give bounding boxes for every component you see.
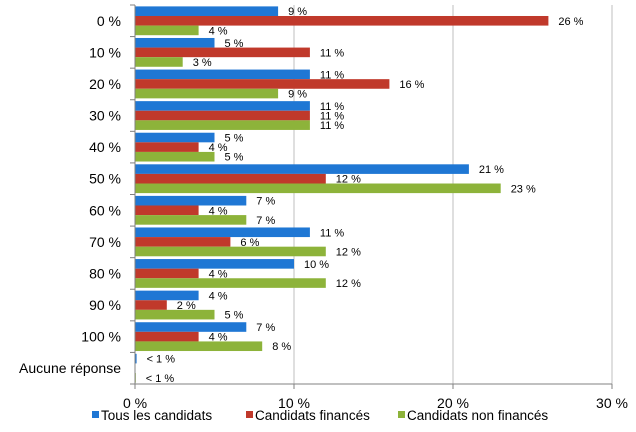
legend-swatch — [246, 411, 253, 418]
data-label: 11 % — [320, 69, 344, 81]
x-tick-label: 20 % — [437, 395, 469, 411]
legend-swatch — [398, 411, 405, 418]
legend-label: Tous les candidats — [101, 408, 212, 423]
legend-label: Candidats non financés — [407, 408, 548, 423]
data-label: 26 % — [558, 16, 583, 28]
x-tick-label: 10 % — [278, 395, 310, 411]
data-label: 5 % — [225, 152, 244, 164]
data-label: 12 % — [336, 174, 361, 186]
bar — [135, 47, 310, 58]
data-label: 21 % — [479, 164, 504, 176]
bar — [135, 151, 215, 162]
bar — [135, 6, 279, 16]
bar — [135, 322, 247, 332]
data-label: 5 % — [225, 133, 244, 145]
x-tick-label: 0 % — [123, 395, 147, 411]
bar — [135, 227, 310, 238]
category-label: 30 % — [89, 108, 121, 124]
legend-swatch — [92, 411, 99, 418]
data-label: 8 % — [272, 341, 291, 353]
bar — [135, 309, 215, 320]
data-label: 11 % — [320, 111, 344, 123]
data-label: 4 % — [209, 205, 228, 217]
bars — [135, 6, 549, 383]
data-label: 3 % — [193, 57, 212, 69]
bar — [135, 173, 326, 184]
data-label: 9 % — [288, 6, 307, 18]
bar — [135, 132, 215, 143]
category-label: 90 % — [89, 297, 121, 313]
data-label: 4 % — [209, 332, 228, 344]
data-label: 23 % — [511, 183, 536, 195]
bar — [135, 57, 183, 67]
bar — [135, 37, 215, 48]
data-label: 2 % — [177, 300, 196, 312]
data-label: 11 % — [320, 120, 344, 132]
bar — [135, 268, 199, 279]
bar — [135, 353, 137, 364]
bar — [135, 246, 326, 257]
data-label: 7 % — [256, 196, 275, 208]
bar — [135, 183, 501, 194]
bar — [135, 215, 247, 225]
data-label: 11 % — [320, 101, 344, 113]
bar — [135, 120, 310, 130]
data-label: 5 % — [225, 310, 244, 322]
legend: Tous les candidats Candidats financés Cand… — [92, 408, 548, 423]
data-label: 4 % — [209, 142, 228, 154]
category-label: 80 % — [89, 265, 121, 281]
data-label: 10 % — [304, 259, 329, 271]
legend-label: Candidats financés — [255, 408, 370, 423]
bar — [135, 69, 310, 80]
category-label: 10 % — [89, 44, 121, 60]
bar — [135, 25, 199, 36]
axes: 0 % 10 % 20 % 30 % 40 % 50 % 60 % 70 % 80 % 90 % 1… — [19, 4, 628, 411]
data-label: 12 % — [336, 278, 361, 290]
bar — [135, 142, 199, 152]
category-label: 40 % — [89, 139, 121, 155]
data-label: 4 % — [209, 25, 228, 37]
category-label: Aucune réponse — [19, 360, 121, 376]
bar — [135, 110, 310, 121]
data-label: < 1 % — [147, 354, 176, 366]
data-labels: 9 %26 %4 %5 %11 %3 %11 %16 %9 %11 %11 %1… — [146, 6, 584, 385]
bar — [135, 79, 390, 89]
category-label: 70 % — [89, 234, 121, 250]
data-label: 12 % — [336, 246, 361, 258]
bar — [135, 259, 294, 269]
bar — [135, 300, 167, 310]
bar — [135, 15, 549, 26]
category-label: 100 % — [81, 329, 121, 345]
bar — [135, 331, 199, 342]
bar — [135, 341, 263, 352]
data-label: < 1 % — [146, 373, 175, 385]
bar — [135, 205, 199, 216]
data-label: 11 % — [320, 47, 344, 59]
bar — [135, 237, 231, 247]
category-label: 50 % — [89, 171, 121, 187]
bar — [135, 101, 310, 111]
gridlines — [293, 5, 613, 384]
category-label: 20 % — [89, 76, 121, 92]
bar — [135, 278, 326, 288]
bar — [135, 88, 279, 99]
bar — [135, 290, 199, 301]
bar — [135, 164, 469, 174]
data-label: 7 % — [256, 322, 275, 334]
data-label: 6 % — [240, 237, 259, 249]
data-label: 16 % — [399, 79, 424, 91]
data-label: 9 % — [288, 89, 307, 101]
data-label: 5 % — [225, 38, 244, 50]
data-label: 7 % — [256, 215, 275, 227]
category-label: 60 % — [89, 202, 121, 218]
category-label: 0 % — [97, 13, 121, 29]
data-label: 4 % — [209, 290, 228, 302]
data-label: 11 % — [320, 227, 344, 239]
x-tick-label: 30 % — [596, 395, 628, 411]
bar — [135, 195, 247, 206]
data-label: 4 % — [209, 268, 228, 280]
